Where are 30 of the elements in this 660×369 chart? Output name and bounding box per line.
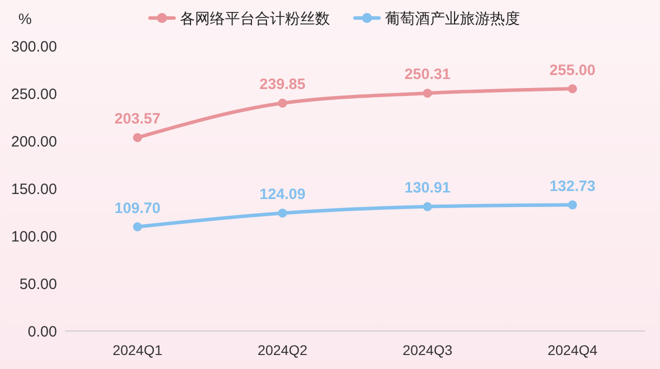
y-tick-label: 200.00 (11, 133, 57, 150)
y-tick-label: 100.00 (11, 228, 57, 246)
y-tick-label: 250.00 (11, 86, 57, 103)
point (133, 133, 142, 142)
data-label: 130.91 (404, 180, 450, 197)
data-label: 124.09 (260, 186, 306, 204)
x-tick-label: 2024Q4 (548, 342, 598, 358)
y-tick-label: 50.00 (19, 276, 57, 293)
legend-label: 葡萄酒产业旅游热度 (385, 10, 520, 28)
x-tick-label: 2024Q3 (402, 342, 453, 358)
point (278, 98, 287, 108)
point (568, 84, 577, 94)
point (423, 88, 432, 98)
point (133, 222, 142, 232)
data-label: 239.85 (260, 76, 306, 94)
data-label: 109.70 (114, 200, 160, 217)
data-label: 203.57 (114, 110, 160, 128)
y-axis-title: % (18, 11, 32, 28)
data-label: 255.00 (550, 62, 596, 79)
point (278, 208, 287, 218)
legend-label: 各网络平台合计粉丝数 (180, 10, 330, 28)
point (568, 200, 577, 210)
data-label: 250.31 (404, 66, 450, 84)
point (423, 202, 432, 212)
x-tick-label: 2024Q1 (112, 342, 163, 358)
data-label: 132.73 (550, 178, 596, 195)
x-tick-label: 2024Q2 (258, 342, 308, 358)
y-tick-label: 300.00 (11, 38, 57, 56)
y-tick-label: 150.00 (11, 180, 57, 198)
y-tick-label: 0.00 (28, 323, 57, 340)
